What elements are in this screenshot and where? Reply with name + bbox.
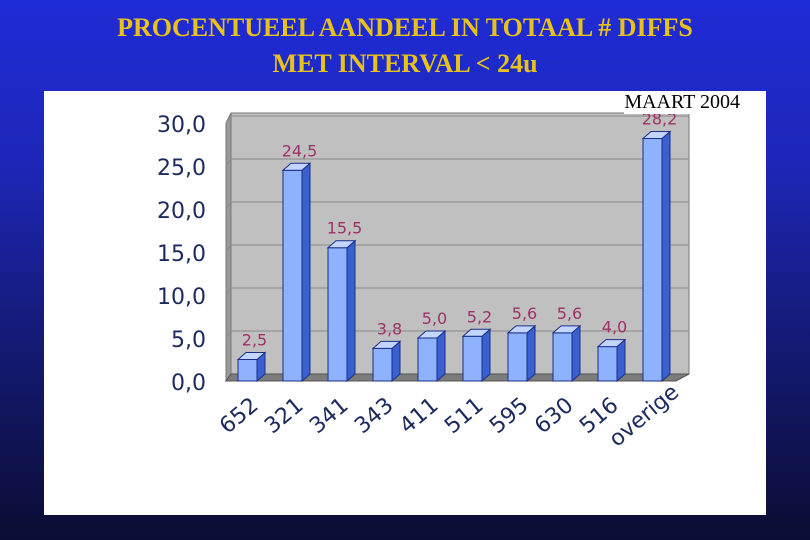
bar-side <box>571 324 581 383</box>
bar <box>371 340 402 383</box>
title-line-2: MET INTERVAL < 24u <box>272 49 538 78</box>
bar-face <box>282 169 303 382</box>
x-tick-label: 630 <box>530 393 578 439</box>
bar <box>461 328 492 383</box>
bars <box>236 130 672 383</box>
bar-side <box>661 130 671 383</box>
bar <box>236 351 267 383</box>
bar <box>416 329 447 383</box>
data-label: 28,2 <box>642 109 678 128</box>
bar-face <box>642 137 663 382</box>
data-labels: 2,5 24,5 15,5 3,8 5,0 5,2 5,6 5,6 4,0 28,2 <box>242 109 678 349</box>
data-label: 3,8 <box>377 319 402 338</box>
y-tick-label: 30,0 <box>157 113 206 138</box>
bar-side <box>481 328 491 383</box>
x-tick-label: 511 <box>440 393 488 439</box>
bar-top <box>596 339 627 348</box>
bar-side <box>301 162 311 383</box>
y-tick-label: 20,0 <box>157 199 206 224</box>
bar-top <box>641 130 672 139</box>
data-label: 5,0 <box>422 309 447 328</box>
slide-title: PROCENTUEEL AANDEEL IN TOTAAL # DIFFS ME… <box>0 10 810 82</box>
y-tick-label: 10,0 <box>157 285 206 310</box>
gridline <box>225 287 689 296</box>
y-tick-label: 25,0 <box>157 156 206 181</box>
bar-top <box>236 352 267 360</box>
data-label: 5,2 <box>467 307 492 326</box>
bar-top <box>551 325 582 334</box>
bar-face <box>327 247 348 382</box>
y-tick-label: 5,0 <box>171 328 206 353</box>
chart-subtitle: MAART 2004 <box>624 91 740 114</box>
x-tick-label: 595 <box>485 393 533 439</box>
bar-top <box>371 340 402 349</box>
bar-side <box>346 239 356 383</box>
data-label: 5,6 <box>512 304 537 323</box>
bar <box>281 162 312 383</box>
bar-top <box>506 325 537 334</box>
y-tick-label: 15,0 <box>157 242 206 267</box>
x-tick-label: 652 <box>215 393 263 439</box>
x-tick-label: 343 <box>350 393 398 439</box>
x-tick-label: 411 <box>395 393 443 439</box>
bar <box>551 324 582 383</box>
bar-chart: 0,05,010,015,020,025,030,0 6523213413434… <box>157 109 690 452</box>
gridlines <box>225 115 689 339</box>
bar-top <box>416 330 447 339</box>
data-label: 2,5 <box>242 331 267 350</box>
gridline <box>225 115 689 124</box>
bar-top <box>461 328 492 337</box>
bar-face <box>417 337 438 382</box>
title-line-1: PROCENTUEEL AANDEEL IN TOTAAL # DIFFS <box>117 13 693 42</box>
gridline <box>225 244 689 253</box>
bar-face <box>507 332 528 382</box>
bar-face <box>372 347 393 382</box>
y-axis-ticks: 0,0 5,0 10,0 15,0 20,0 25,0 30,0 <box>157 113 206 396</box>
bar-face <box>597 346 618 382</box>
gridline <box>225 158 689 167</box>
bar <box>326 239 357 383</box>
bar-top <box>326 240 357 249</box>
data-label: 4,0 <box>602 318 627 337</box>
bar-face <box>237 359 258 382</box>
y-tick-label: 0,0 <box>171 371 206 396</box>
bar-face <box>552 332 573 382</box>
bar-side <box>526 324 536 383</box>
bar <box>596 338 627 383</box>
bar-side <box>436 329 446 383</box>
plot-side-wall <box>225 112 232 383</box>
gridline <box>225 330 689 339</box>
data-label: 5,6 <box>557 304 582 323</box>
gridline <box>225 201 689 210</box>
bar <box>506 324 537 383</box>
x-tick-label: 341 <box>305 393 353 439</box>
x-tick-label: 321 <box>260 393 308 439</box>
bar-top <box>281 162 312 171</box>
data-label: 15,5 <box>327 219 363 238</box>
data-label: 24,5 <box>282 141 318 160</box>
bar <box>641 130 672 383</box>
bar-face <box>462 335 483 382</box>
